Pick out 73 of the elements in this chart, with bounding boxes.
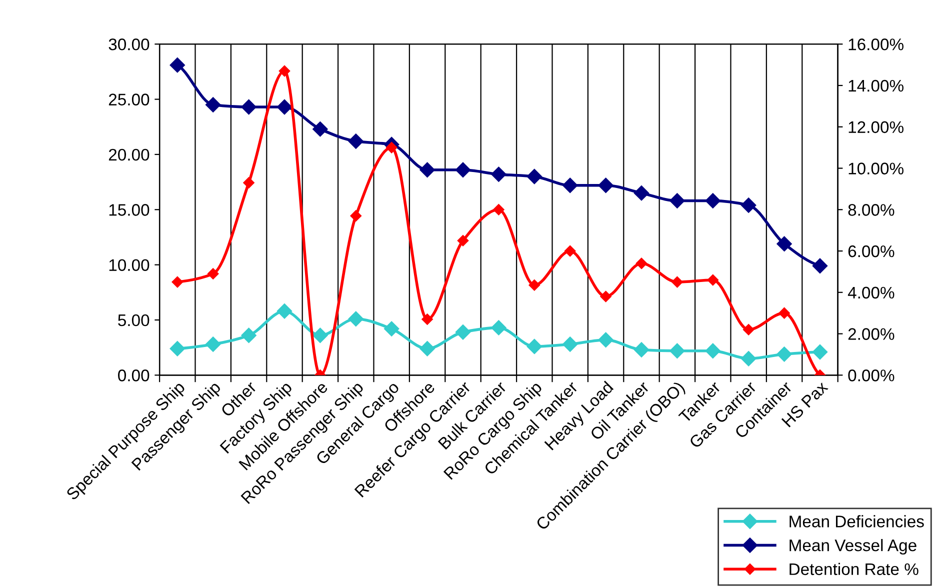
point [598,178,614,193]
point [564,245,576,257]
point [493,204,504,216]
point [386,142,398,154]
point [741,198,756,213]
y2-tick-label: 0.00% [848,370,894,382]
y2-tick-label: 12.00% [848,121,904,134]
point [812,258,828,274]
point [562,336,578,352]
point [278,65,290,77]
point [742,324,754,336]
point [276,99,292,115]
y-tick-label: 20.00 [108,148,150,161]
y-tick-label: 10.00 [109,259,150,271]
point [491,166,506,182]
point [741,351,756,366]
point [206,336,221,352]
point [778,307,790,319]
point [670,343,685,358]
point [170,57,185,73]
legend-label: Detention Rate % [790,562,918,576]
point [455,162,471,178]
y2-tick-label: 10.00% [848,162,904,174]
point [634,342,650,358]
point [241,99,256,115]
y-tick-label: 0.00 [118,370,150,382]
point [206,97,221,112]
point [312,122,328,137]
point [598,332,614,348]
point [172,276,183,288]
point [422,314,433,325]
legend-label: Mean Vessel Age [790,538,916,555]
point [705,193,720,208]
point [634,186,650,201]
point [636,258,648,270]
point [526,168,542,184]
point [170,341,185,356]
point [348,311,364,326]
point [457,235,469,246]
y2-tick-label: 2.00% [848,328,894,340]
point [526,338,542,354]
point [670,193,685,208]
point [776,236,792,252]
y2-tick-label: 14.00% [848,80,904,92]
point [243,177,254,188]
point [562,178,578,193]
point [455,324,471,340]
y2-tick-label: 4.00% [848,286,894,299]
point [705,343,720,358]
y2-tick-label: 16.00% [848,38,904,50]
legend-label: Mean Deficiencies [790,515,924,528]
point [528,280,540,291]
point [348,134,364,149]
point [812,344,828,360]
point [241,328,256,343]
point [707,274,718,286]
point [350,210,362,222]
point [384,321,400,336]
point [420,341,435,356]
y-tick-label: 30.00 [108,38,150,50]
point [600,290,612,302]
point [672,276,683,288]
point [207,268,219,280]
y-tick-label: 5.00 [118,314,150,326]
y-tick-label: 25.00 [108,94,150,106]
point [420,162,435,178]
y2-tick-label: 8.00% [848,204,894,216]
point [776,346,792,362]
point [276,304,292,319]
y2-tick-label: 6.00% [848,245,894,258]
point [491,320,506,336]
y-tick-label: 15.00 [109,204,150,216]
point [312,328,328,343]
